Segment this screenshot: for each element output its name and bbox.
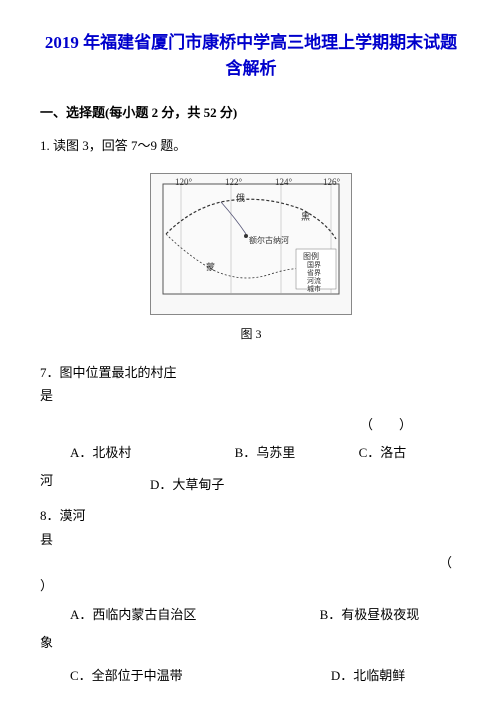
lon-label-2: 122° <box>225 174 242 190</box>
lon-label-1: 120° <box>175 174 192 190</box>
legend-item-4: 城市 <box>307 283 321 296</box>
section-header: 一、选择题(每小题 2 分，共 52 分) <box>40 101 462 124</box>
q7-option-a: A．北极村 <box>70 445 131 460</box>
map-country-label: 俄 <box>236 190 245 206</box>
lon-label-3: 124° <box>275 174 292 190</box>
q8-option-b-cont: 象 <box>40 631 462 654</box>
q8-option-b: B．有极昼极夜现 <box>320 607 420 622</box>
question-8: 8．漠河 县 （ ） A．西临内蒙古自治区 B．有极昼极夜现 象 C．全部位于中… <box>40 504 462 688</box>
map-figure: 120° 122° 124° 126° 俄 额尔古纳河 黑 蒙 图例 国界 省界… <box>150 173 352 315</box>
q8-option-a: A．西临内蒙古自治区 <box>70 607 196 622</box>
q8-paren-open: （ <box>40 551 462 574</box>
question-7: 7．图中位置最北的村庄 是 （ ） A．北极村 B．乌苏里 C．洛古 河 D．大… <box>40 361 462 496</box>
question-intro: 1. 读图 3，回答 7～9 题。 <box>40 134 462 157</box>
q8-number: 8． <box>40 508 60 523</box>
q7-option-b: B．乌苏里 <box>235 445 296 460</box>
q8-stem-2: 县 <box>40 528 462 551</box>
q7-number: 7． <box>40 365 60 380</box>
q7-option-d: D．大草甸子 <box>150 473 462 496</box>
q8-option-d: D．北临朝鲜 <box>331 668 405 683</box>
q8-paren-close: ） <box>40 574 462 597</box>
page-title: 2019 年福建省厦门市康桥中学高三地理上学期期末试题含解析 <box>40 30 462 81</box>
q7-stem-1: 图中位置最北的村庄 <box>60 365 177 380</box>
map-city-label: 额尔古纳河 <box>249 234 289 248</box>
q7-paren: （ ） <box>40 413 462 436</box>
map-region-label: 蒙 <box>206 259 215 275</box>
lon-label-4: 126° <box>323 174 340 190</box>
map-river-east: 黑 <box>301 209 310 225</box>
figure-container: 120° 122° 124° 126° 俄 额尔古纳河 黑 蒙 图例 国界 省界… <box>40 173 462 346</box>
q8-option-c: C．全部位于中温带 <box>70 668 183 683</box>
q7-option-c: C．洛古 <box>359 445 407 460</box>
q7-stem-2: 是 <box>40 384 462 407</box>
figure-caption: 图 3 <box>40 324 462 346</box>
q8-stem-1: 漠河 <box>60 508 86 523</box>
